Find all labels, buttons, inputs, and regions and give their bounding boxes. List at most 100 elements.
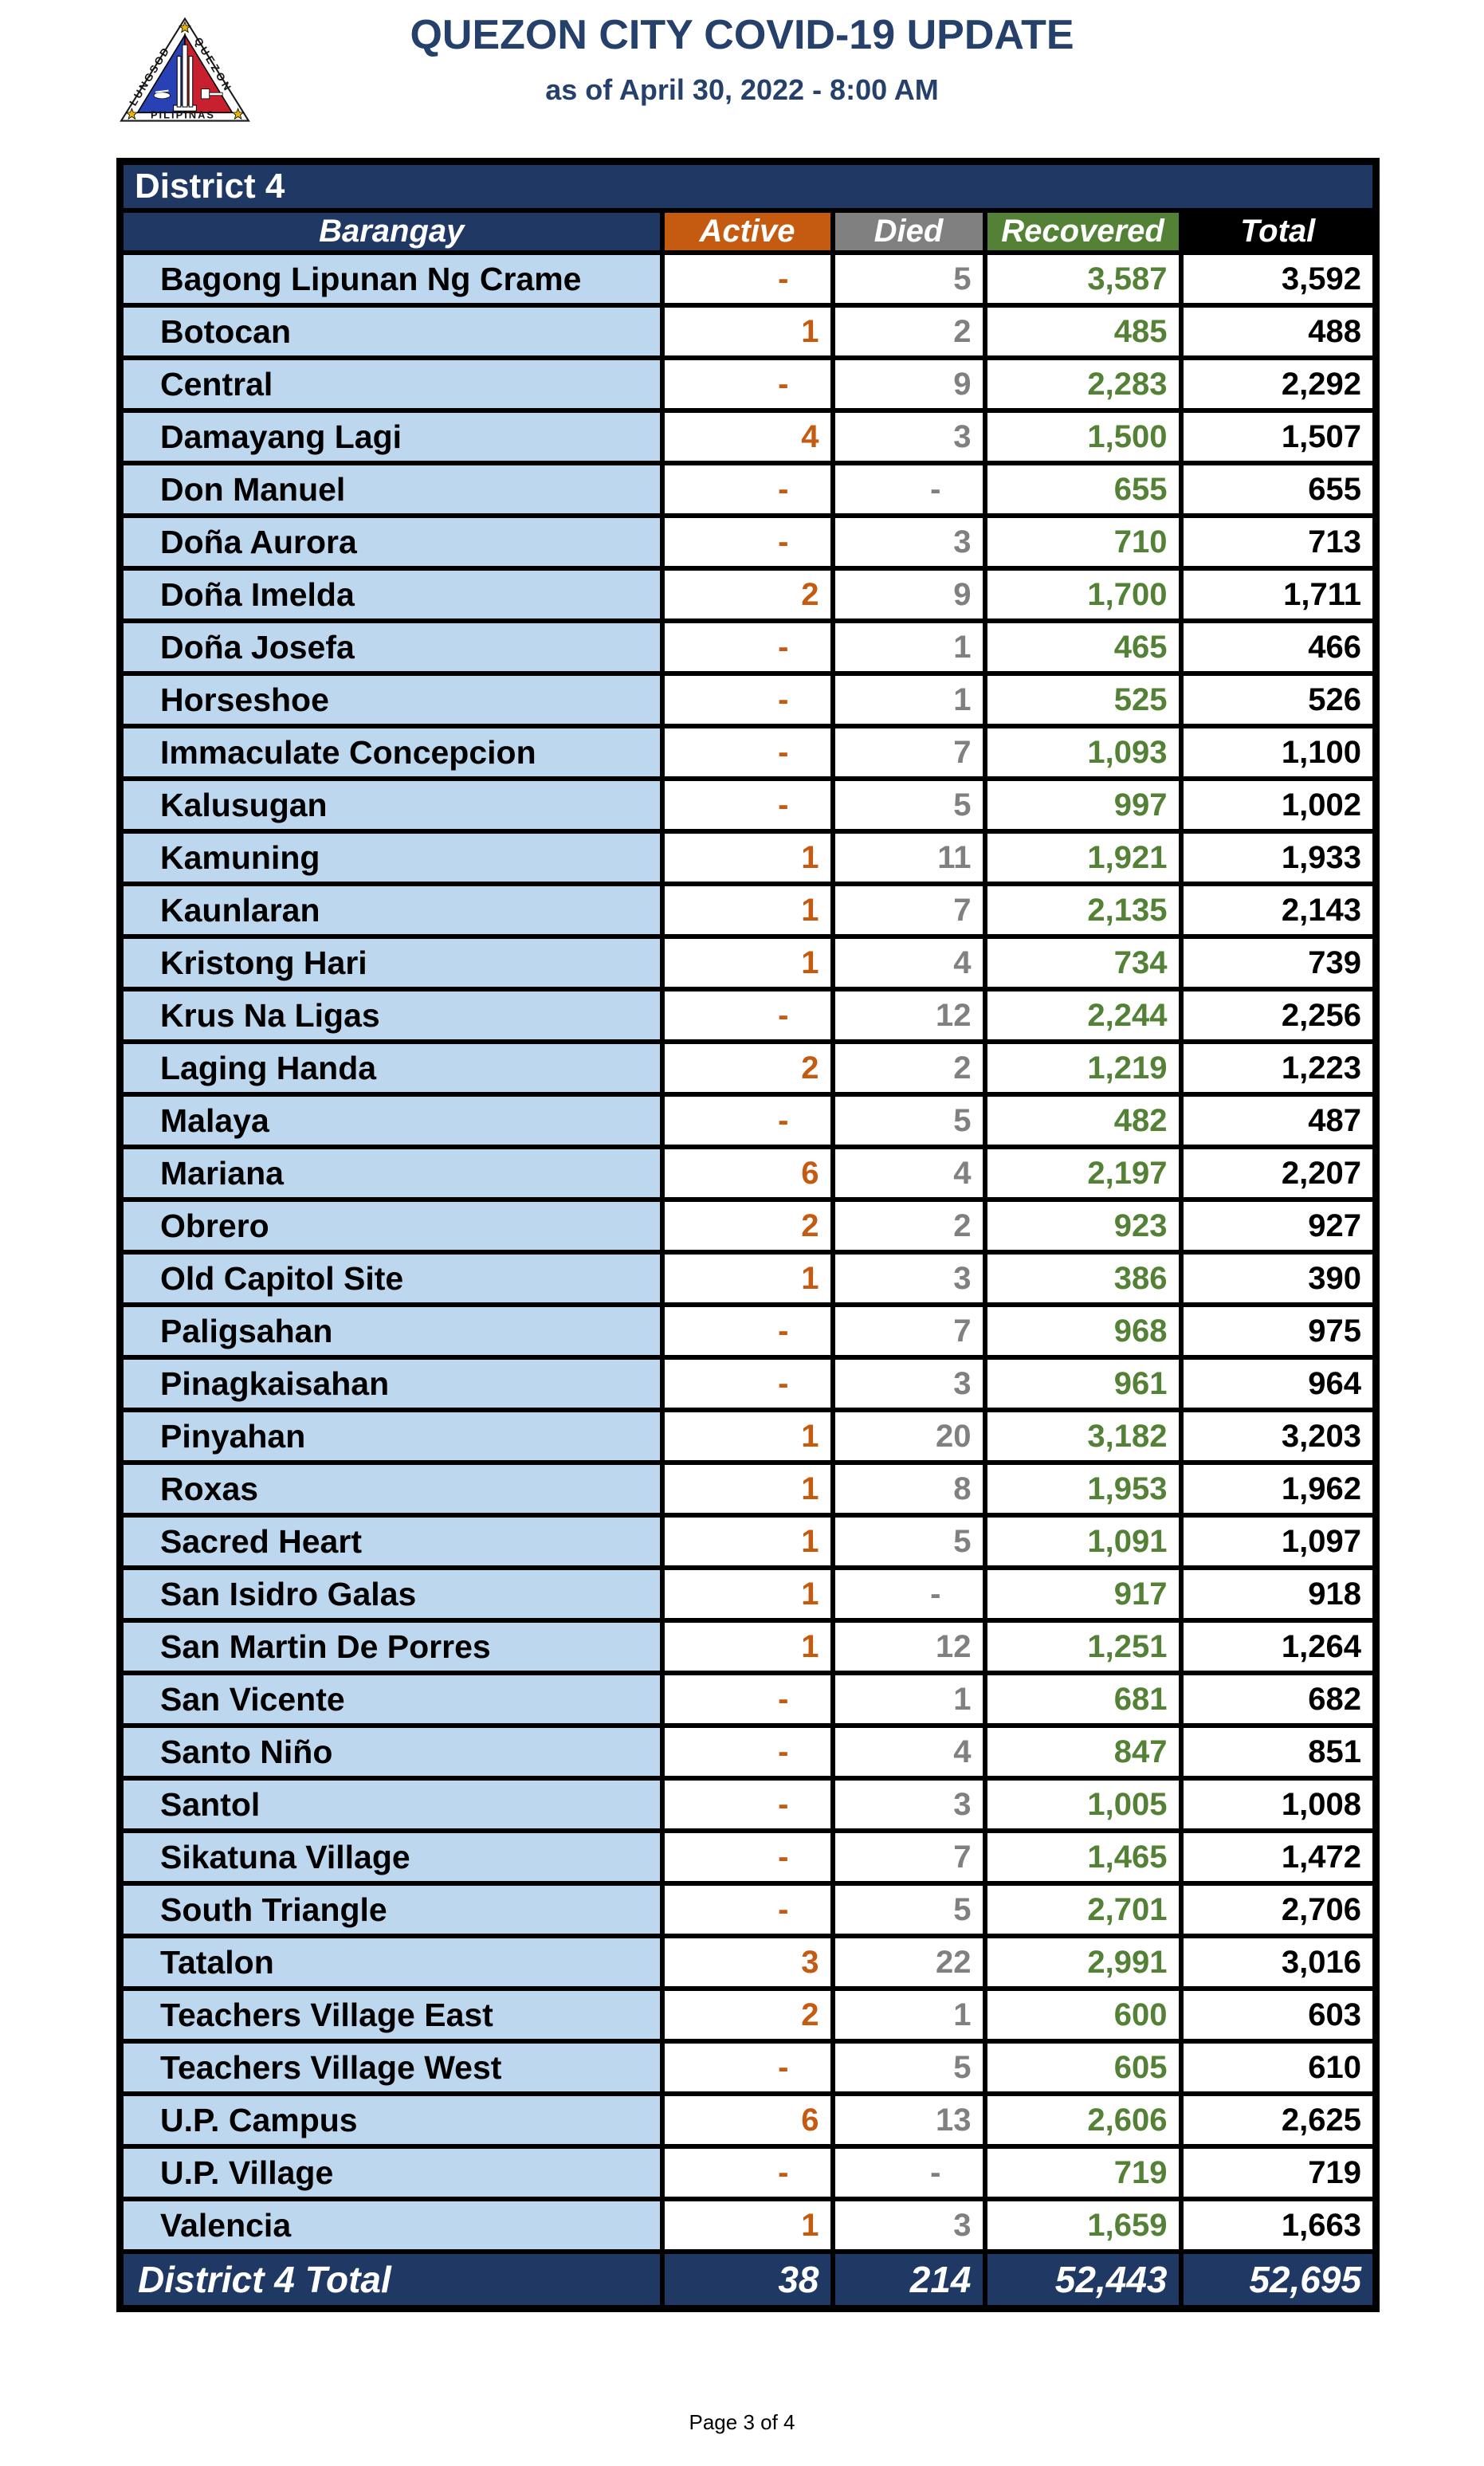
total-count: 1,008 xyxy=(1178,1776,1379,1833)
recovered-count: 681 xyxy=(982,1671,1184,1728)
died-count: 7 xyxy=(830,1828,987,1886)
active-count: - xyxy=(659,987,835,1044)
quezon-city-seal-logo: LUNGSOD QUEZON PILIPINAS xyxy=(120,10,250,131)
table-row: Pinyahan 1 20 3,182 3,203 xyxy=(117,1408,1379,1465)
active-count: - xyxy=(659,2039,835,2096)
active-count: 2 xyxy=(659,1986,835,2044)
barangay-name: South Triangle xyxy=(117,1881,665,1938)
recovered-count: 719 xyxy=(982,2144,1184,2201)
total-count: 1,264 xyxy=(1178,1618,1379,1675)
died-count: 11 xyxy=(830,829,987,886)
recovered-count: 465 xyxy=(982,618,1184,676)
died-count: 5 xyxy=(830,2039,987,2096)
active-count: - xyxy=(659,355,835,413)
column-header-recovered: Recovered xyxy=(982,208,1184,255)
died-count: 3 xyxy=(830,1250,987,1307)
barangay-name: Kamuning xyxy=(117,829,665,886)
died-count: 12 xyxy=(830,1618,987,1675)
died-count: 2 xyxy=(830,303,987,360)
recovered-count: 1,659 xyxy=(982,2197,1184,2254)
table-row: Kristong Hari 1 4 734 739 xyxy=(117,934,1379,992)
total-count: 2,625 xyxy=(1178,2091,1379,2149)
recovered-count: 2,135 xyxy=(982,882,1184,939)
table-row: Teachers Village East 2 1 600 603 xyxy=(117,1986,1379,2044)
active-count: 2 xyxy=(659,1197,835,1255)
recovered-count: 997 xyxy=(982,776,1184,834)
table-row: Horseshoe - 1 525 526 xyxy=(117,671,1379,728)
table-row: Kaunlaran 1 7 2,135 2,143 xyxy=(117,882,1379,939)
table-row: Doña Aurora - 3 710 713 xyxy=(117,513,1379,571)
district-total-recovered: 52,443 xyxy=(982,2249,1184,2311)
total-count: 1,223 xyxy=(1178,1039,1379,1097)
active-count: 1 xyxy=(659,1460,835,1518)
barangay-name: Mariana xyxy=(117,1145,665,1202)
total-count: 739 xyxy=(1178,934,1379,992)
recovered-count: 2,991 xyxy=(982,1934,1184,1991)
active-count: - xyxy=(659,671,835,728)
died-count: 4 xyxy=(830,1723,987,1781)
died-count: 2 xyxy=(830,1197,987,1255)
barangay-name: Damayang Lagi xyxy=(117,408,665,465)
active-count: - xyxy=(659,1828,835,1886)
total-count: 2,706 xyxy=(1178,1881,1379,1938)
district-header-row: District 4 xyxy=(117,159,1379,213)
died-count: 3 xyxy=(830,2197,987,2254)
recovered-count: 2,606 xyxy=(982,2091,1184,2149)
died-count: 8 xyxy=(830,1460,987,1518)
recovered-count: 961 xyxy=(982,1355,1184,1412)
barangay-name: Kristong Hari xyxy=(117,934,665,992)
barangay-name: Paligsahan xyxy=(117,1302,665,1360)
district-total-total: 52,695 xyxy=(1178,2249,1379,2311)
active-count: 2 xyxy=(659,1039,835,1097)
barangay-name: Botocan xyxy=(117,303,665,360)
table-row: Sacred Heart 1 5 1,091 1,097 xyxy=(117,1513,1379,1570)
district-total-label: District 4 Total xyxy=(117,2249,665,2311)
column-header-row: Barangay Active Died Recovered Total xyxy=(117,208,1379,255)
column-header-total: Total xyxy=(1178,208,1379,255)
active-count: 6 xyxy=(659,1145,835,1202)
barangay-name: U.P. Campus xyxy=(117,2091,665,2149)
table-row: Sikatuna Village - 7 1,465 1,472 xyxy=(117,1828,1379,1886)
active-count: 1 xyxy=(659,303,835,360)
barangay-name: Old Capitol Site xyxy=(117,1250,665,1307)
table-row: Kalusugan - 5 997 1,002 xyxy=(117,776,1379,834)
barangay-name: Tatalon xyxy=(117,1934,665,1991)
total-count: 3,592 xyxy=(1178,250,1379,308)
active-count: 4 xyxy=(659,408,835,465)
seal-icon: LUNGSOD QUEZON PILIPINAS xyxy=(120,17,250,122)
active-count: - xyxy=(659,776,835,834)
total-count: 1,663 xyxy=(1178,2197,1379,2254)
total-count: 964 xyxy=(1178,1355,1379,1412)
active-count: - xyxy=(659,1723,835,1781)
recovered-count: 482 xyxy=(982,1092,1184,1149)
died-count: 1 xyxy=(830,1671,987,1728)
barangay-name: Doña Aurora xyxy=(117,513,665,571)
total-count: 1,097 xyxy=(1178,1513,1379,1570)
table-row: Bagong Lipunan Ng Crame - 5 3,587 3,592 xyxy=(117,250,1379,308)
died-count: 3 xyxy=(830,1355,987,1412)
active-count: - xyxy=(659,461,835,518)
covid-table: District 4 Barangay Active Died Recovere… xyxy=(116,158,1380,2312)
table-row: Valencia 1 3 1,659 1,663 xyxy=(117,2197,1379,2254)
recovered-count: 1,700 xyxy=(982,566,1184,623)
table-row: Mariana 6 4 2,197 2,207 xyxy=(117,1145,1379,1202)
died-count: 1 xyxy=(830,618,987,676)
active-count: - xyxy=(659,1302,835,1360)
table-row: Santol - 3 1,005 1,008 xyxy=(117,1776,1379,1833)
barangay-name: Sikatuna Village xyxy=(117,1828,665,1886)
district-total-died: 214 xyxy=(830,2249,987,2311)
recovered-count: 1,251 xyxy=(982,1618,1184,1675)
active-count: - xyxy=(659,1671,835,1728)
barangay-name: Teachers Village East xyxy=(117,1986,665,2044)
recovered-count: 917 xyxy=(982,1565,1184,1623)
active-count: 2 xyxy=(659,566,835,623)
active-count: - xyxy=(659,250,835,308)
total-count: 2,143 xyxy=(1178,882,1379,939)
table-row: U.P. Village - - 719 719 xyxy=(117,2144,1379,2201)
total-count: 1,962 xyxy=(1178,1460,1379,1518)
total-count: 975 xyxy=(1178,1302,1379,1360)
barangay-name: Krus Na Ligas xyxy=(117,987,665,1044)
table-row: Laging Handa 2 2 1,219 1,223 xyxy=(117,1039,1379,1097)
died-count: 3 xyxy=(830,513,987,571)
